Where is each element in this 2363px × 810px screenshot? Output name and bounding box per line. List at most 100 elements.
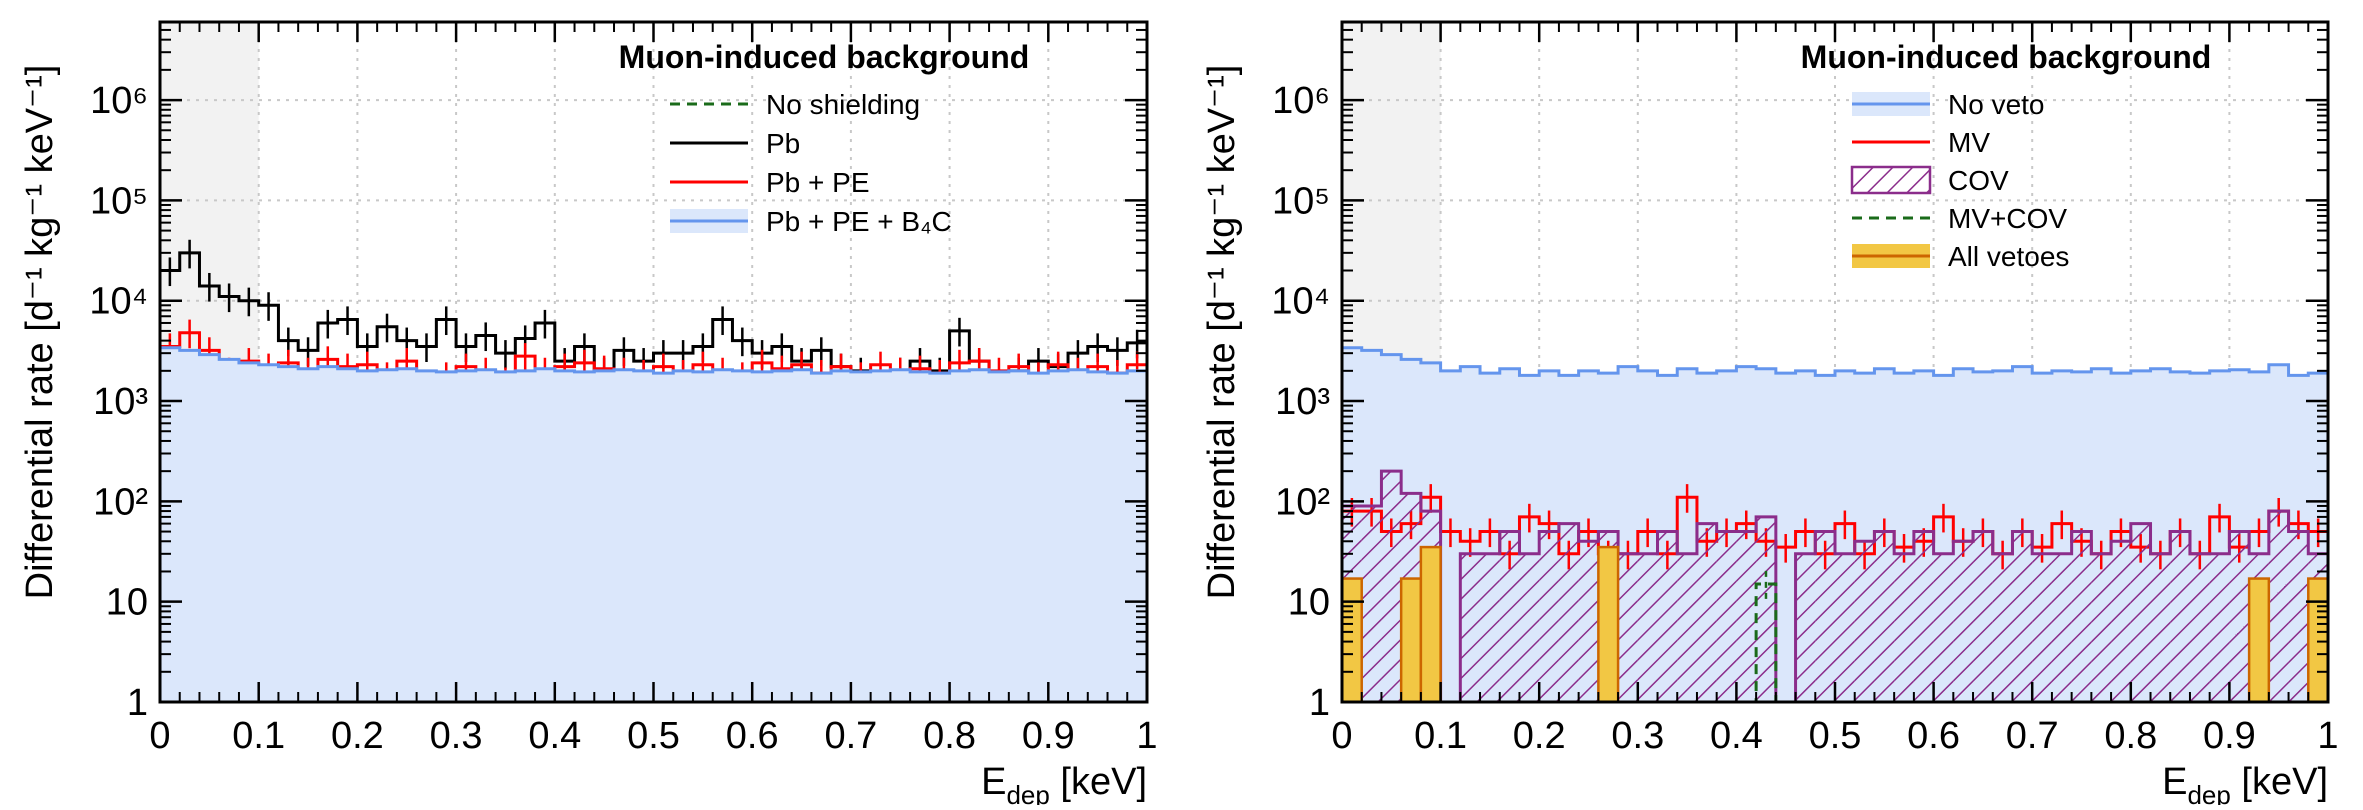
legend-swatch-hatch: [1850, 165, 1932, 195]
series-cov-bin: [1657, 531, 1678, 702]
series-cov-bin: [1795, 553, 1816, 702]
x-tick-label: 0.6: [1907, 715, 1960, 757]
series-cov-bin: [2288, 531, 2309, 702]
series-pb-pe-b-c-line: [160, 346, 1147, 375]
series-all-vetoes-bin: [1399, 577, 1423, 704]
series-cov-bin: [2091, 553, 2112, 702]
y-tick-label: 10⁶: [90, 80, 148, 122]
legend-entry: No veto: [1852, 89, 2045, 120]
series-cov-bin: [1992, 553, 2013, 702]
x-axis-title-left: Edep [keV]: [981, 761, 1147, 805]
series-cov-bin: [2268, 511, 2289, 702]
series-pb-pe-b-c: [160, 346, 1147, 702]
legend-entry: Pb + PE + B₄C: [670, 206, 952, 237]
x-axis-title-right: Edep [keV]: [2162, 761, 2328, 805]
x-tick-label: 0: [149, 715, 170, 757]
series-cov-bin: [1539, 531, 1559, 702]
y-tick-label: 10: [106, 582, 148, 624]
legend-label: Pb: [766, 128, 800, 159]
x-axis-title-main: E: [2162, 761, 2187, 803]
x-tick-label: 0: [1331, 715, 1352, 757]
x-tick-label: 0.5: [627, 715, 680, 757]
x-tick-label: 0.9: [2203, 715, 2256, 757]
legend-label: MV+COV: [1948, 203, 2067, 234]
chart-panel-right: 0 0.1 0.2 0.3 0.4 0.5 0.6 0.7 0.8 0.9 1 1 10 10² 10³ 10…: [1201, 20, 2339, 810]
x-tick-label: 0.4: [528, 715, 581, 757]
series-all-vetoes-bin: [2307, 577, 2330, 704]
x-tick-label: 0.9: [1022, 715, 1075, 757]
series-cov-bin: [2111, 541, 2131, 702]
x-axis-title-main: E: [981, 761, 1006, 803]
series-cov-bin: [1894, 553, 1914, 702]
series-cov: [1342, 469, 2328, 704]
legend-right: Muon-induced background No veto MV COV MV+CO…: [1801, 39, 2212, 272]
series-cov-bin: [1618, 553, 1638, 702]
legend-label: No veto: [1948, 89, 2045, 120]
x-axis-title-unit: [keV]: [1050, 761, 1147, 803]
series-cov-bin: [1973, 531, 1993, 702]
y-tick-label: 1: [127, 682, 148, 724]
legend-label: No shielding: [766, 89, 920, 120]
y-tick-label: 10³: [93, 381, 148, 423]
series-cov-bin: [1480, 553, 1500, 702]
x-tick-label: 0.8: [923, 715, 976, 757]
series-cov-bin: [2051, 553, 2072, 702]
series-cov-bin: [1558, 523, 1579, 702]
series-cov-bin: [1361, 505, 1382, 702]
x-tick-label: 0.7: [2006, 715, 2059, 757]
y-axis-title-left: Differential rate [d⁻¹ kg⁻¹ keV⁻¹]: [19, 65, 61, 600]
series-cov-bin: [1519, 553, 1540, 702]
legend-entry: COV: [1850, 165, 2009, 196]
x-tick-label: 1: [2317, 715, 2338, 757]
series-cov-bin: [2229, 531, 2250, 702]
series-cov-bin: [1736, 531, 1757, 702]
y-axis-title-right: Differential rate [d⁻¹ kg⁻¹ keV⁻¹]: [1201, 65, 1243, 600]
y-tick-label: 10⁵: [1272, 180, 1330, 222]
x-tick-label: 0.2: [1513, 715, 1566, 757]
series-cov-bin: [1913, 531, 1934, 702]
legend-left: Muon-induced background No shielding Pb Pb …: [619, 39, 1030, 237]
series-cov-bin: [1677, 553, 1697, 702]
series-cov-bin: [1835, 553, 1855, 702]
y-tick-label: 1: [1309, 682, 1330, 724]
legend-label: All vetoes: [1948, 241, 2069, 272]
series-cov-bin: [2150, 553, 2171, 702]
series-no-veto-line: [1342, 346, 2328, 377]
series-cov-bin: [1696, 523, 1717, 702]
series-cov-bin: [1756, 516, 1776, 702]
series-cov-bin: [1953, 541, 1974, 702]
legend-entry: MV: [1852, 127, 1990, 158]
series-cov-bin: [1854, 541, 1875, 702]
y-tick-label: 10: [1288, 582, 1330, 624]
x-tick-label: 0.3: [430, 715, 483, 757]
legend-entry: MV+COV: [1852, 203, 2067, 234]
x-tick-label: 1: [1136, 715, 1157, 757]
series-all-vetoes-bin: [1340, 577, 1363, 704]
series-cov-bin: [1637, 553, 1658, 702]
y-tick-label: 10⁵: [90, 180, 148, 222]
series-cov-bin: [1578, 541, 1599, 702]
chart-panel-left: 0 0.1 0.2 0.3 0.4 0.5 0.6 0.7 0.8 0.9 1 1 10 10² 10³ 10…: [19, 20, 1158, 810]
legend-label: Pb + PE: [766, 167, 870, 198]
y-tick-label: 10⁴: [89, 281, 148, 323]
x-axis-title-sub: dep: [1006, 780, 1049, 805]
series-cov-bin: [2071, 531, 2092, 702]
legend-title: Muon-induced background: [1801, 39, 2212, 75]
x-axis-title-unit: [keV]: [2231, 761, 2328, 803]
y-tick-label: 10²: [1275, 481, 1330, 523]
y-tick-label: 10⁶: [1272, 80, 1330, 122]
x-tick-label: 0.5: [1809, 715, 1862, 757]
series-cov-bin: [2189, 553, 2210, 702]
x-tick-label: 0.2: [331, 715, 384, 757]
series-cov-bin: [2170, 531, 2190, 702]
legend-entry: All vetoes: [1852, 241, 2069, 272]
series-cov-bin: [1933, 553, 1954, 702]
series-cov-bin: [1499, 531, 1520, 702]
y-tick-label: 10²: [93, 481, 148, 523]
legend-entry: Pb: [670, 128, 800, 159]
legend-label: Pb + PE + B₄C: [766, 206, 952, 237]
series-cov-bin: [1381, 471, 1402, 702]
series-pb-pe-b-c-area: [160, 347, 1147, 702]
x-tick-label: 0.1: [232, 715, 285, 757]
